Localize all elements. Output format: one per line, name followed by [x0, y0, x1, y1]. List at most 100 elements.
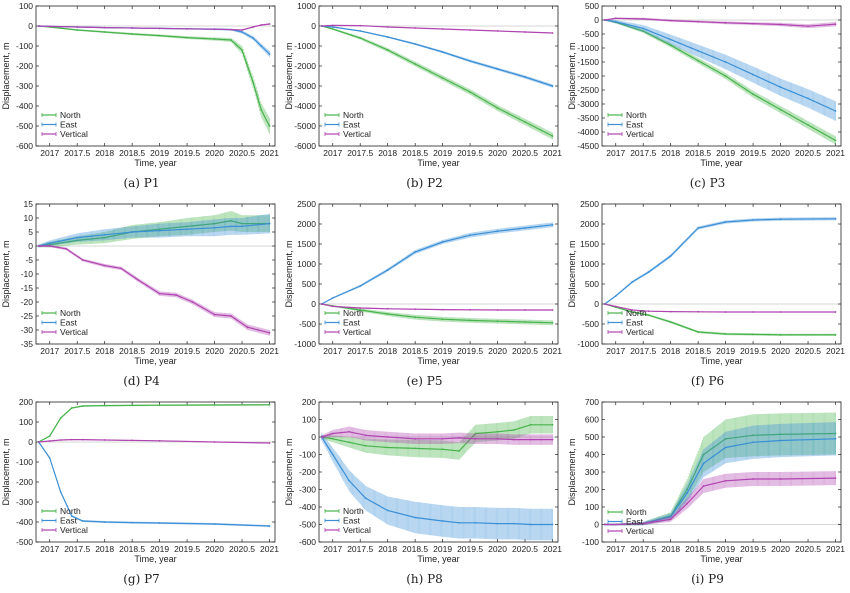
y-tick-label: 0: [594, 15, 599, 25]
data-point: [551, 223, 554, 226]
y-tick-label: -1000: [577, 339, 599, 349]
series-line: [321, 25, 553, 87]
data-point: [724, 61, 727, 63]
x-tick-label: 2018.5: [119, 544, 145, 554]
data-point: [230, 315, 232, 317]
panel-p4: -35 -30 -25 -20 -15 -10 -5 0 5 10 15 2017 2017.5 2018…: [0, 198, 283, 395]
y-axis-label: Displacement, m: [1, 42, 11, 109]
x-tick-label: 2019.5: [740, 148, 766, 158]
data-point: [241, 49, 243, 51]
x-tick-label: 2017.5: [630, 346, 656, 356]
data-point: [697, 49, 700, 52]
data-point: [158, 228, 161, 231]
legend-label: Vertical: [343, 129, 371, 139]
data-point: [647, 310, 650, 313]
caption-p1: (a) P1: [123, 176, 160, 190]
y-tick-label: -10: [21, 269, 34, 279]
x-tick-label: 2019: [433, 346, 452, 356]
data-point: [331, 28, 334, 30]
data-point: [241, 31, 243, 33]
data-point: [496, 68, 499, 70]
y-tick-label: -4500: [577, 141, 599, 151]
data-point: [631, 311, 634, 313]
data-point: [230, 219, 232, 222]
data-point: [647, 271, 650, 273]
x-tick-label: 2017: [40, 544, 59, 554]
y-tick-label: -1000: [577, 43, 599, 53]
y-tick-label: -5: [25, 255, 33, 265]
legend-item: North: [324, 308, 364, 318]
x-tick-label: 2017.5: [347, 148, 373, 158]
plot-frame: [35, 401, 276, 543]
y-tick-label: 1000: [297, 1, 316, 11]
x-tick-label: 2018: [661, 346, 680, 356]
data-point: [441, 28, 444, 30]
data-point: [551, 135, 554, 137]
legend-label: Vertical: [60, 327, 88, 337]
y-tick-label: -600: [16, 141, 33, 151]
data-point: [779, 311, 782, 313]
data-point: [359, 37, 362, 39]
data-point: [469, 91, 471, 93]
x-tick-label: 2020.5: [795, 346, 821, 356]
data-point: [268, 125, 271, 127]
y-tick-label: -30: [21, 325, 34, 335]
data-point: [752, 22, 754, 25]
data-point: [414, 27, 417, 29]
x-tick-label: 2019: [150, 544, 169, 554]
y-tick-label: -1000: [294, 339, 316, 349]
legend-label: East: [60, 318, 78, 328]
data-point: [331, 305, 334, 308]
data-point: [697, 310, 700, 313]
data-point: [551, 85, 554, 87]
x-tick-label: 2020: [488, 346, 507, 356]
data-point: [213, 226, 216, 229]
caption-p5: (e) P5: [406, 374, 443, 388]
data-point: [441, 308, 444, 311]
data-point: [524, 121, 526, 123]
data-point: [260, 45, 263, 47]
data-point: [697, 59, 700, 62]
y-tick-label: 0: [311, 21, 316, 31]
legend-label: Vertical: [626, 129, 654, 139]
data-point: [524, 309, 526, 311]
legend-item: North: [324, 110, 364, 120]
data-point: [331, 24, 334, 27]
data-point: [524, 31, 526, 33]
data-point: [186, 36, 188, 39]
x-tick-label: 2020.5: [795, 148, 821, 158]
y-tick-label: -4000: [294, 101, 316, 111]
series-line: [604, 17, 836, 27]
x-tick-label: 2019: [150, 346, 169, 356]
legend-label: North: [343, 110, 364, 120]
legend-label: East: [60, 120, 78, 130]
data-point: [669, 310, 672, 313]
x-tick-label: 2021: [826, 148, 845, 158]
data-point: [496, 30, 499, 32]
data-point: [158, 404, 161, 407]
data-point: [779, 23, 782, 26]
legend-item: Vertical: [607, 129, 654, 139]
data-point: [230, 225, 232, 228]
x-tick-label: 2019: [433, 148, 452, 158]
data-point: [724, 75, 727, 77]
data-point: [414, 308, 417, 311]
x-tick-label: 2019: [716, 148, 735, 158]
data-point: [834, 333, 837, 336]
x-tick-label: 2018.5: [402, 346, 428, 356]
x-tick-label: 2019: [150, 148, 169, 158]
data-point: [331, 26, 334, 28]
caption-p6: (f) P6: [690, 374, 725, 388]
data-point: [268, 53, 271, 55]
x-tick-label: 2017.5: [64, 544, 90, 554]
legend-label: Vertical: [60, 129, 88, 139]
legend-item: Vertical: [324, 129, 371, 139]
data-point: [807, 25, 809, 28]
data-point: [414, 43, 417, 45]
y-tick-label: 5: [28, 227, 33, 237]
data-point: [724, 21, 727, 24]
series-east: [320, 222, 554, 305]
panel-p2: -6000 -5000 -4000 -3000 -2000 -1000 0 1000 2017 2…: [283, 0, 566, 197]
data-point: [158, 27, 161, 30]
data-point: [779, 333, 782, 336]
